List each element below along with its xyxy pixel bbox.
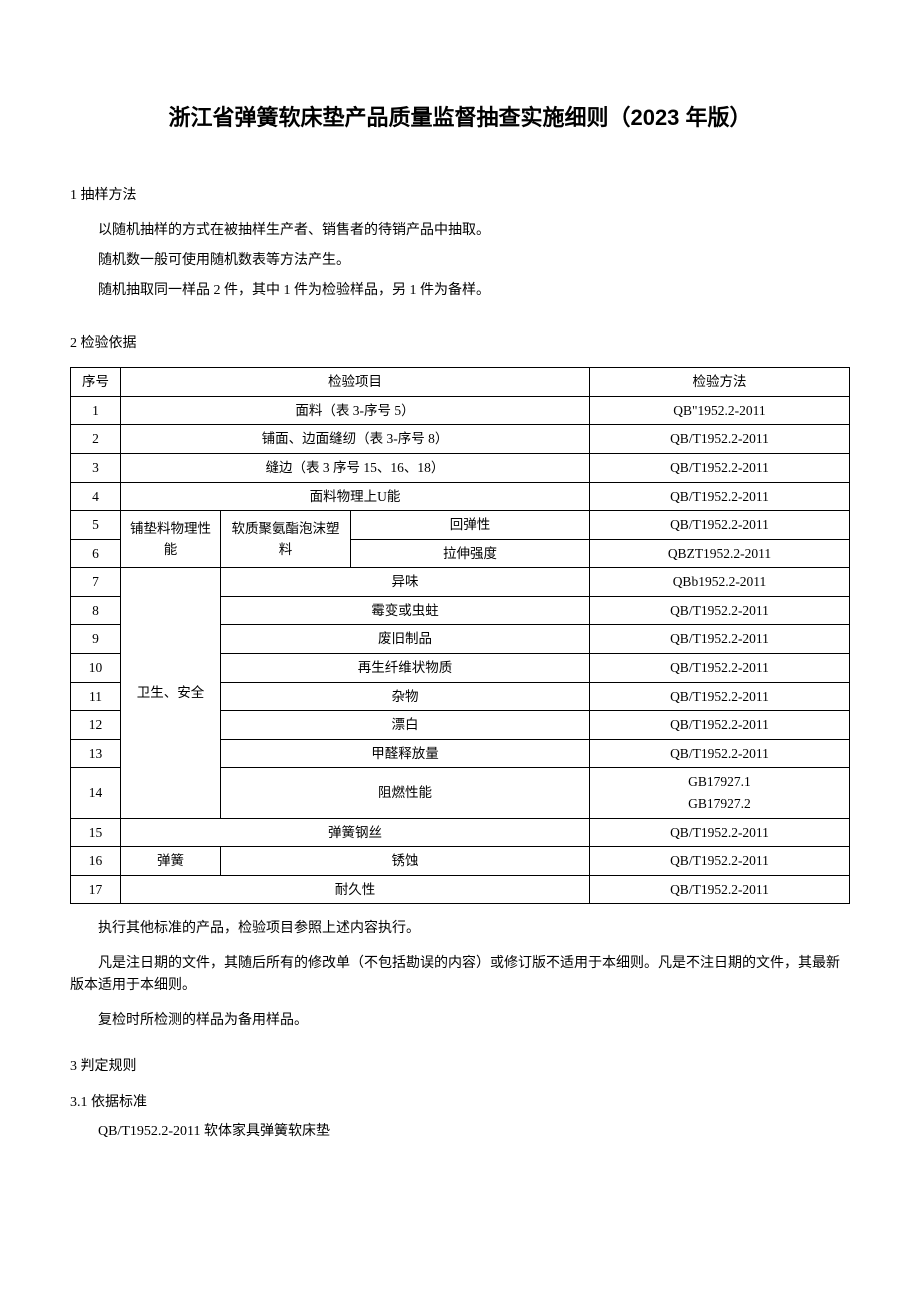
cell-method-l1: GB17927.1 <box>596 771 843 793</box>
cell-item: 耐久性 <box>121 875 590 904</box>
cell-seq: 4 <box>71 482 121 511</box>
cell-method: QB/T1952.2-2011 <box>590 818 850 847</box>
cell-method: GB17927.1 GB17927.2 <box>590 768 850 818</box>
cell-method: QB/T1952.2-2011 <box>590 847 850 876</box>
section2-heading: 2 检验依据 <box>70 333 850 355</box>
section1-body: 以随机抽样的方式在被抽样生产者、销售者的待销产品中抽取。 随机数一般可使用随机数… <box>70 220 850 303</box>
cell-cat1: 铺垫料物理性能 <box>121 511 221 568</box>
cell-method: QB/T1952.2-2011 <box>590 453 850 482</box>
cell-item: 霉变或虫蛀 <box>221 596 590 625</box>
cell-seq: 16 <box>71 847 121 876</box>
table-row: 17 耐久性 QB/T1952.2-2011 <box>71 875 850 904</box>
cell-method: QB/T1952.2-2011 <box>590 482 850 511</box>
table-row: 1 面料（表 3-序号 5） QB"1952.2-2011 <box>71 396 850 425</box>
cell-seq: 9 <box>71 625 121 654</box>
table-row: 16 弹簧 锈蚀 QB/T1952.2-2011 <box>71 847 850 876</box>
cell-method: QB/T1952.2-2011 <box>590 711 850 740</box>
cell-item: 铺面、边面缝纫（表 3-序号 8） <box>121 425 590 454</box>
cell-seq: 17 <box>71 875 121 904</box>
section2-note1: 执行其他标准的产品，检验项目参照上述内容执行。 <box>70 918 850 940</box>
cell-seq: 14 <box>71 768 121 818</box>
section3-sub1-p1: QB/T1952.2-2011 软体家具弹簧软床垫 <box>70 1121 850 1143</box>
cell-item: 杂物 <box>221 682 590 711</box>
cell-seq: 13 <box>71 739 121 768</box>
header-seq: 序号 <box>71 368 121 397</box>
inspection-table: 序号 检验项目 检验方法 1 面料（表 3-序号 5） QB"1952.2-20… <box>70 367 850 904</box>
cell-item: 废旧制品 <box>221 625 590 654</box>
section1-p2: 随机数一般可使用随机数表等方法产生。 <box>70 250 850 272</box>
cell-seq: 7 <box>71 568 121 597</box>
cell-item: 再生纤维状物质 <box>221 654 590 683</box>
cell-item: 缝边（表 3 序号 15、16、18） <box>121 453 590 482</box>
cell-item: 回弹性 <box>351 511 590 540</box>
cell-method: QB/T1952.2-2011 <box>590 511 850 540</box>
cell-seq: 1 <box>71 396 121 425</box>
cell-item: 弹簧钢丝 <box>121 818 590 847</box>
table-row: 7 卫生、安全 异味 QBb1952.2-2011 <box>71 568 850 597</box>
cell-item: 拉伸强度 <box>351 539 590 568</box>
table-row: 15 弹簧钢丝 QB/T1952.2-2011 <box>71 818 850 847</box>
section3-sub1-heading: 3.1 依据标准 <box>70 1092 850 1114</box>
cell-seq: 6 <box>71 539 121 568</box>
cell-item: 锈蚀 <box>221 847 590 876</box>
cell-method: QB/T1952.2-2011 <box>590 654 850 683</box>
document-title: 浙江省弹簧软床垫产品质量监督抽查实施细则（2023 年版） <box>70 100 850 135</box>
cell-seq: 3 <box>71 453 121 482</box>
cell-cat1: 卫生、安全 <box>121 568 221 818</box>
cell-seq: 10 <box>71 654 121 683</box>
header-item: 检验项目 <box>121 368 590 397</box>
cell-item: 面料物理上U能 <box>121 482 590 511</box>
table-row: 2 铺面、边面缝纫（表 3-序号 8） QB/T1952.2-2011 <box>71 425 850 454</box>
cell-item: 阻燃性能 <box>221 768 590 818</box>
header-method: 检验方法 <box>590 368 850 397</box>
cell-seq: 11 <box>71 682 121 711</box>
section3-heading: 3 判定规则 <box>70 1056 850 1078</box>
cell-cat1: 弹簧 <box>121 847 221 876</box>
cell-seq: 8 <box>71 596 121 625</box>
cell-method: QB/T1952.2-2011 <box>590 596 850 625</box>
cell-method: QB/T1952.2-2011 <box>590 875 850 904</box>
cell-method: QB"1952.2-2011 <box>590 396 850 425</box>
section1-p3: 随机抽取同一样品 2 件，其中 1 件为检验样品，另 1 件为备样。 <box>70 280 850 302</box>
cell-method: QB/T1952.2-2011 <box>590 682 850 711</box>
cell-item: 漂白 <box>221 711 590 740</box>
section2-note2: 凡是注日期的文件，其随后所有的修改单（不包括勘误的内容）或修订版不适用于本细则。… <box>70 953 850 998</box>
cell-seq: 2 <box>71 425 121 454</box>
cell-method: QB/T1952.2-2011 <box>590 739 850 768</box>
section1-p1: 以随机抽样的方式在被抽样生产者、销售者的待销产品中抽取。 <box>70 220 850 242</box>
cell-method: QB/T1952.2-2011 <box>590 625 850 654</box>
table-row: 4 面料物理上U能 QB/T1952.2-2011 <box>71 482 850 511</box>
cell-cat2: 软质聚氨酯泡沫塑料 <box>221 511 351 568</box>
cell-seq: 12 <box>71 711 121 740</box>
cell-seq: 15 <box>71 818 121 847</box>
table-header-row: 序号 检验项目 检验方法 <box>71 368 850 397</box>
cell-item: 面料（表 3-序号 5） <box>121 396 590 425</box>
section2-note3: 复检时所检测的样品为备用样品。 <box>70 1010 850 1032</box>
section1-heading: 1 抽样方法 <box>70 185 850 207</box>
table-row: 3 缝边（表 3 序号 15、16、18） QB/T1952.2-2011 <box>71 453 850 482</box>
table-row: 5 铺垫料物理性能 软质聚氨酯泡沫塑料 回弹性 QB/T1952.2-2011 <box>71 511 850 540</box>
cell-method: QBZT1952.2-2011 <box>590 539 850 568</box>
cell-method: QB/T1952.2-2011 <box>590 425 850 454</box>
cell-method-l2: GB17927.2 <box>596 793 843 815</box>
cell-seq: 5 <box>71 511 121 540</box>
cell-item: 甲醛释放量 <box>221 739 590 768</box>
cell-item: 异味 <box>221 568 590 597</box>
cell-method: QBb1952.2-2011 <box>590 568 850 597</box>
